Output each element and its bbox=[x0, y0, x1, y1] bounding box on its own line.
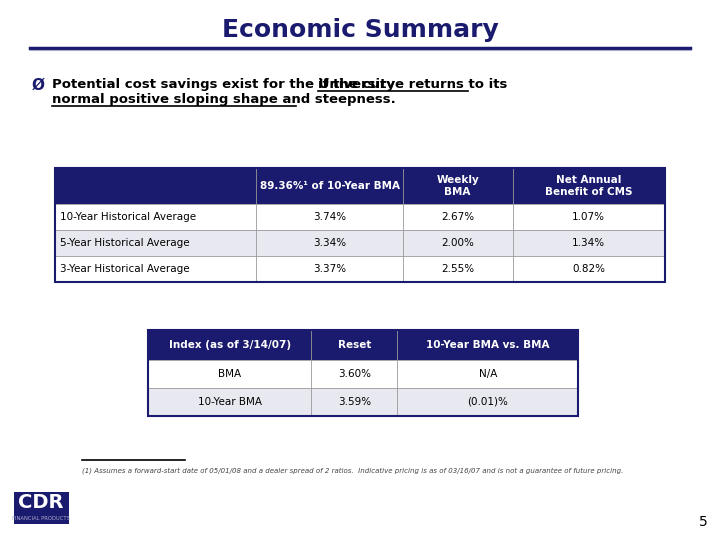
Text: 2.55%: 2.55% bbox=[441, 264, 474, 274]
Text: BMA: BMA bbox=[218, 369, 241, 379]
Text: 1.07%: 1.07% bbox=[572, 212, 606, 222]
Text: 3-Year Historical Average: 3-Year Historical Average bbox=[60, 264, 189, 274]
Text: Index (as of 3/14/07): Index (as of 3/14/07) bbox=[168, 340, 291, 350]
Text: 10-Year Historical Average: 10-Year Historical Average bbox=[60, 212, 196, 222]
Text: Net Annual
Benefit of CMS: Net Annual Benefit of CMS bbox=[545, 175, 632, 197]
Text: 3.60%: 3.60% bbox=[338, 369, 371, 379]
Text: Economic Summary: Economic Summary bbox=[222, 18, 498, 42]
Bar bbox=[55, 256, 665, 282]
Bar bbox=[55, 204, 665, 230]
Text: N/A: N/A bbox=[479, 369, 497, 379]
Text: Reset: Reset bbox=[338, 340, 371, 350]
Text: 3.74%: 3.74% bbox=[313, 212, 346, 222]
Text: Ø: Ø bbox=[32, 78, 45, 93]
Text: 3.34%: 3.34% bbox=[313, 238, 346, 248]
Text: (0.01)%: (0.01)% bbox=[467, 397, 508, 407]
Bar bbox=[55, 168, 665, 282]
Bar bbox=[14, 492, 69, 524]
Text: if the curve returns to its: if the curve returns to its bbox=[318, 78, 508, 91]
Bar bbox=[148, 360, 578, 388]
Text: Weekly
BMA: Weekly BMA bbox=[436, 175, 479, 197]
Text: normal positive sloping shape and steepness.: normal positive sloping shape and steepn… bbox=[52, 93, 396, 106]
Text: 89.36%¹ of 10-Year BMA: 89.36%¹ of 10-Year BMA bbox=[259, 181, 400, 191]
Text: 5: 5 bbox=[698, 515, 707, 529]
Bar bbox=[148, 330, 578, 416]
Text: 5-Year Historical Average: 5-Year Historical Average bbox=[60, 238, 189, 248]
Bar bbox=[148, 330, 578, 360]
Text: 3.37%: 3.37% bbox=[313, 264, 346, 274]
Text: 3.59%: 3.59% bbox=[338, 397, 371, 407]
Text: CDR: CDR bbox=[18, 494, 64, 512]
Bar bbox=[55, 230, 665, 256]
Bar bbox=[148, 388, 578, 416]
Text: 10-Year BMA: 10-Year BMA bbox=[198, 397, 261, 407]
Text: 2.00%: 2.00% bbox=[441, 238, 474, 248]
Text: (1) Assumes a forward-start date of 05/01/08 and a dealer spread of 2 ratios.  I: (1) Assumes a forward-start date of 05/0… bbox=[82, 467, 624, 474]
Text: 10-Year BMA vs. BMA: 10-Year BMA vs. BMA bbox=[426, 340, 549, 350]
Text: 2.67%: 2.67% bbox=[441, 212, 474, 222]
Text: FINANCIAL PRODUCTS: FINANCIAL PRODUCTS bbox=[12, 516, 70, 522]
Text: Potential cost savings exist for the University: Potential cost savings exist for the Uni… bbox=[52, 78, 400, 91]
Bar bbox=[55, 168, 665, 204]
Text: 0.82%: 0.82% bbox=[572, 264, 606, 274]
Text: 1.34%: 1.34% bbox=[572, 238, 606, 248]
